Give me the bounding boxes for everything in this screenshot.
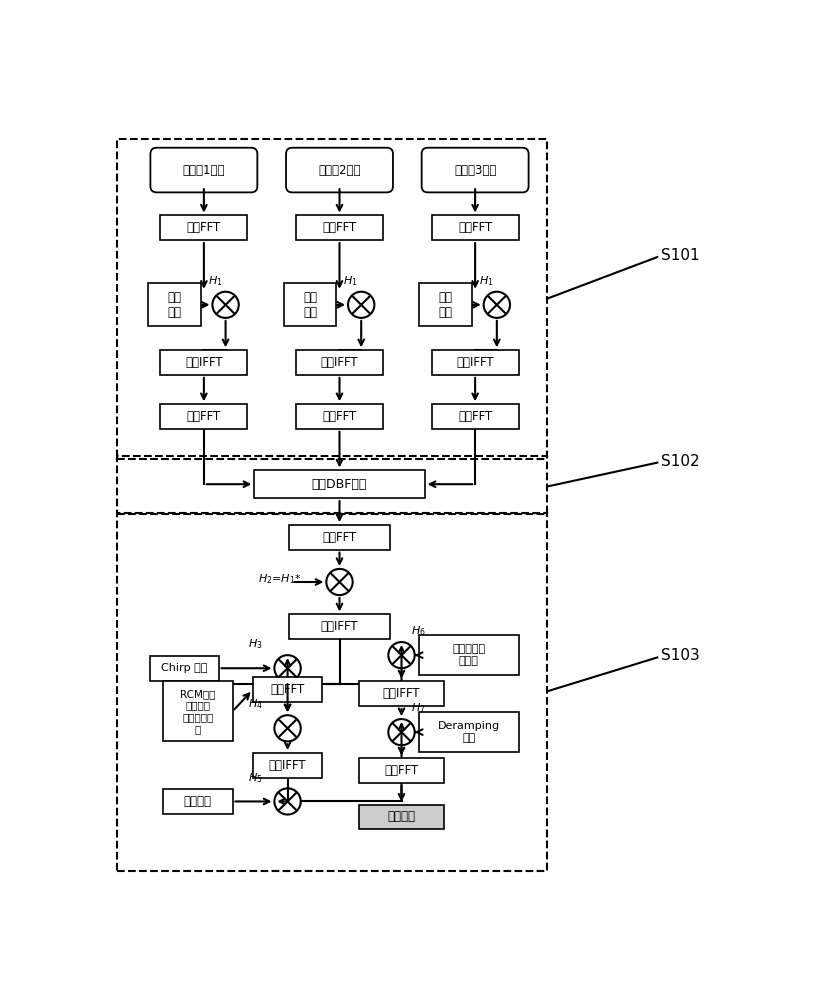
FancyBboxPatch shape xyxy=(252,677,323,702)
Text: 距离FFT: 距离FFT xyxy=(323,531,356,544)
FancyBboxPatch shape xyxy=(431,215,519,240)
Text: 距离IFFT: 距离IFFT xyxy=(321,620,358,633)
Text: 距离FFT: 距离FFT xyxy=(458,221,493,234)
FancyBboxPatch shape xyxy=(148,283,200,326)
Text: Deramping
处理: Deramping 处理 xyxy=(438,721,500,743)
Text: 相位校正: 相位校正 xyxy=(184,795,212,808)
FancyBboxPatch shape xyxy=(359,805,444,829)
FancyBboxPatch shape xyxy=(431,404,519,429)
Text: 子孔径1回波: 子孔径1回波 xyxy=(182,164,225,177)
Text: 方位FFT: 方位FFT xyxy=(458,410,493,423)
FancyBboxPatch shape xyxy=(161,350,248,375)
FancyBboxPatch shape xyxy=(163,789,233,814)
Text: $H_4$: $H_4$ xyxy=(248,698,262,711)
FancyBboxPatch shape xyxy=(418,712,519,752)
FancyBboxPatch shape xyxy=(150,656,219,681)
FancyBboxPatch shape xyxy=(359,758,444,783)
Text: 距离
压缩: 距离 压缩 xyxy=(167,291,182,319)
Text: 去除方位残
余相位: 去除方位残 余相位 xyxy=(452,644,485,666)
Text: 二维DBF处理: 二维DBF处理 xyxy=(312,478,367,491)
FancyBboxPatch shape xyxy=(286,148,393,192)
Text: 方位FFT: 方位FFT xyxy=(384,764,418,777)
Text: 距离IFFT: 距离IFFT xyxy=(185,356,223,369)
Text: 距离FFT: 距离FFT xyxy=(186,221,221,234)
Text: S101: S101 xyxy=(661,248,700,263)
FancyBboxPatch shape xyxy=(252,753,323,778)
Text: $H_1$: $H_1$ xyxy=(479,274,493,288)
FancyBboxPatch shape xyxy=(419,283,472,326)
Bar xyxy=(117,139,547,459)
FancyBboxPatch shape xyxy=(161,215,248,240)
Text: Chirp 因子: Chirp 因子 xyxy=(162,663,208,673)
Text: 输出图像: 输出图像 xyxy=(388,810,416,823)
Text: $H_2$=$H_1$*: $H_2$=$H_1$* xyxy=(258,572,302,586)
Text: $H_7$: $H_7$ xyxy=(411,701,426,715)
FancyBboxPatch shape xyxy=(296,404,383,429)
Text: $H_1$: $H_1$ xyxy=(343,274,358,288)
Text: S103: S103 xyxy=(661,648,700,663)
FancyBboxPatch shape xyxy=(296,215,383,240)
FancyBboxPatch shape xyxy=(163,681,233,741)
FancyBboxPatch shape xyxy=(161,404,248,429)
Text: 距离FFT: 距离FFT xyxy=(323,221,356,234)
Text: $H_5$: $H_5$ xyxy=(248,771,262,785)
FancyBboxPatch shape xyxy=(431,350,519,375)
Text: S102: S102 xyxy=(661,454,700,469)
Text: 方位FFT: 方位FFT xyxy=(323,410,356,423)
FancyBboxPatch shape xyxy=(150,148,257,192)
Bar xyxy=(117,513,547,871)
Text: 距离IFFT: 距离IFFT xyxy=(456,356,494,369)
FancyBboxPatch shape xyxy=(284,283,337,326)
FancyBboxPatch shape xyxy=(422,148,529,192)
Text: 距离
压缩: 距离 压缩 xyxy=(439,291,453,319)
Text: 子孔径3回波: 子孔径3回波 xyxy=(454,164,497,177)
FancyBboxPatch shape xyxy=(254,470,425,498)
FancyBboxPatch shape xyxy=(289,525,390,550)
FancyBboxPatch shape xyxy=(419,635,519,675)
Text: $H_6$: $H_6$ xyxy=(411,624,426,638)
Text: 方位IFFT: 方位IFFT xyxy=(383,687,420,700)
Text: 距离IFFT: 距离IFFT xyxy=(321,356,358,369)
Text: 子孔径2回波: 子孔径2回波 xyxy=(318,164,361,177)
Text: RCM校正
距离压缩
二次距离压
缩: RCM校正 距离压缩 二次距离压 缩 xyxy=(180,689,215,734)
Text: 距离
压缩: 距离 压缩 xyxy=(303,291,317,319)
Text: 距离FFT: 距离FFT xyxy=(271,683,304,696)
Text: 方位FFT: 方位FFT xyxy=(186,410,221,423)
Text: $H_1$: $H_1$ xyxy=(208,274,223,288)
Text: 距离IFFT: 距离IFFT xyxy=(269,759,306,772)
FancyBboxPatch shape xyxy=(289,614,390,639)
Bar xyxy=(117,456,547,514)
Text: $H_3$: $H_3$ xyxy=(248,638,262,651)
FancyBboxPatch shape xyxy=(359,681,444,706)
FancyBboxPatch shape xyxy=(296,350,383,375)
